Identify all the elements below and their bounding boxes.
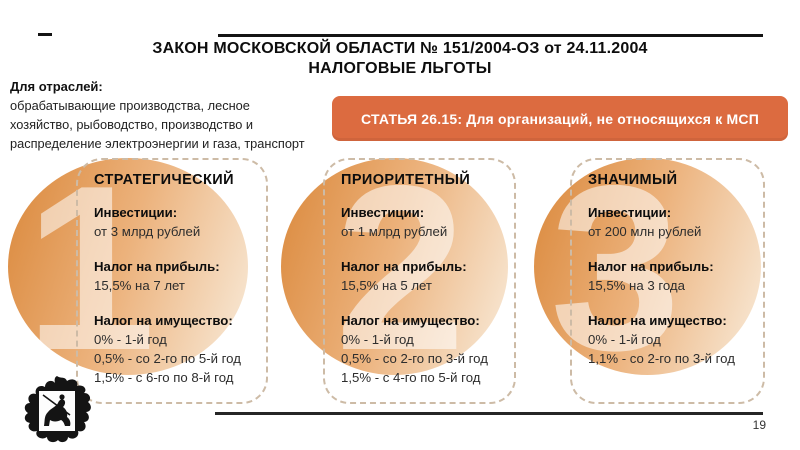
- investments-group: Инвестиции: от 200 млн рублей: [588, 203, 759, 241]
- industries-text-line: распределение электроэнергии и газа, тра…: [10, 136, 305, 151]
- investments-label: Инвестиции:: [341, 205, 425, 220]
- property-tax-line: 1,5% - с 6-го по 8-й год: [94, 370, 234, 385]
- category-title: СТРАТЕГИЧЕСКИЙ: [94, 172, 234, 188]
- property-tax-line: 0% - 1-й год: [341, 332, 414, 347]
- profit-tax-label: Налог на прибыль:: [94, 259, 220, 274]
- page-number: 19: [752, 418, 766, 432]
- investments-label: Инвестиции:: [94, 205, 178, 220]
- profit-tax-group: Налог на прибыль: 15,5% на 3 года: [588, 257, 759, 295]
- investments-group: Инвестиции: от 1 млрд рублей: [341, 203, 510, 241]
- category-circle-1: [8, 158, 248, 375]
- investments-group: Инвестиции: от 3 млрд рублей: [94, 203, 262, 241]
- investments-value: от 3 млрд рублей: [94, 224, 201, 239]
- category-card-strategic: СТРАТЕГИЧЕСКИЙ Инвестиции: от 3 млрд руб…: [76, 158, 268, 404]
- category-card-priority: ПРИОРИТЕТНЫЙ Инвестиции: от 1 млрд рубле…: [323, 158, 516, 404]
- investments-value: от 200 млн рублей: [588, 224, 702, 239]
- property-tax-line: 0% - 1-й год: [94, 332, 167, 347]
- investments-label: Инвестиции:: [588, 205, 672, 220]
- property-tax-line: 0% - 1-й год: [588, 332, 661, 347]
- article-banner-text: СТАТЬЯ 26.15: Для организаций, не относя…: [361, 110, 759, 127]
- investments-value: от 1 млрд рублей: [341, 224, 448, 239]
- profit-tax-value: 15,5% на 3 года: [588, 278, 685, 293]
- category-number-2: 2: [335, 136, 466, 399]
- property-tax-line: 1,1% - со 2-го по 3-й год: [588, 351, 735, 366]
- property-tax-label: Налог на имущество:: [341, 313, 480, 328]
- top-rule: [218, 34, 763, 37]
- category-title: ПРИОРИТЕТНЫЙ: [341, 172, 471, 188]
- page-title: ЗАКОН МОСКОВСКОЙ ОБЛАСТИ № 151/2004-ОЗ о…: [0, 39, 800, 79]
- article-banner: СТАТЬЯ 26.15: Для организаций, не относя…: [332, 96, 788, 141]
- property-tax-label: Налог на имущество:: [588, 313, 727, 328]
- profit-tax-group: Налог на прибыль: 15,5% на 7 лет: [94, 257, 262, 295]
- property-tax-line: 0,5% - со 2-го по 5-й год: [94, 351, 241, 366]
- category-number-1: 1: [25, 136, 156, 399]
- property-tax-group: Налог на имущество: 0% - 1-й год 1,1% - …: [588, 311, 759, 368]
- industries-label: Для отраслей:: [10, 79, 103, 94]
- industries-note: Для отраслей: обрабатывающие производств…: [10, 77, 340, 153]
- property-tax-group: Налог на имущество: 0% - 1-й год 0,5% - …: [341, 311, 510, 387]
- category-card-significant: ЗНАЧИМЫЙ Инвестиции: от 200 млн рублей Н…: [570, 158, 765, 404]
- industries-text-line: обрабатывающие производства, лесное: [10, 98, 250, 113]
- industries-text-line: хозяйство, рыбоводство, производство и: [10, 117, 254, 132]
- property-tax-label: Налог на имущество:: [94, 313, 233, 328]
- title-line-2: НАЛОГОВЫЕ ЛЬГОТЫ: [308, 60, 492, 77]
- top-left-dash: [38, 33, 52, 36]
- profit-tax-label: Налог на прибыль:: [588, 259, 714, 274]
- title-line-1: ЗАКОН МОСКОВСКОЙ ОБЛАСТИ № 151/2004-ОЗ о…: [152, 40, 648, 57]
- profit-tax-value: 15,5% на 5 лет: [341, 278, 432, 293]
- category-circle-2: [281, 158, 508, 375]
- property-tax-line: 1,5% - с 4-го по 5-й год: [341, 370, 481, 385]
- moscow-oblast-coat-of-arms-icon: [20, 374, 94, 450]
- bottom-rule: [215, 412, 763, 415]
- property-tax-line: 0,5% - со 2-го по 3-й год: [341, 351, 488, 366]
- profit-tax-value: 15,5% на 7 лет: [94, 278, 185, 293]
- profit-tax-group: Налог на прибыль: 15,5% на 5 лет: [341, 257, 510, 295]
- profit-tax-label: Налог на прибыль:: [341, 259, 467, 274]
- property-tax-group: Налог на имущество: 0% - 1-й год 0,5% - …: [94, 311, 262, 387]
- category-title: ЗНАЧИМЫЙ: [588, 172, 678, 188]
